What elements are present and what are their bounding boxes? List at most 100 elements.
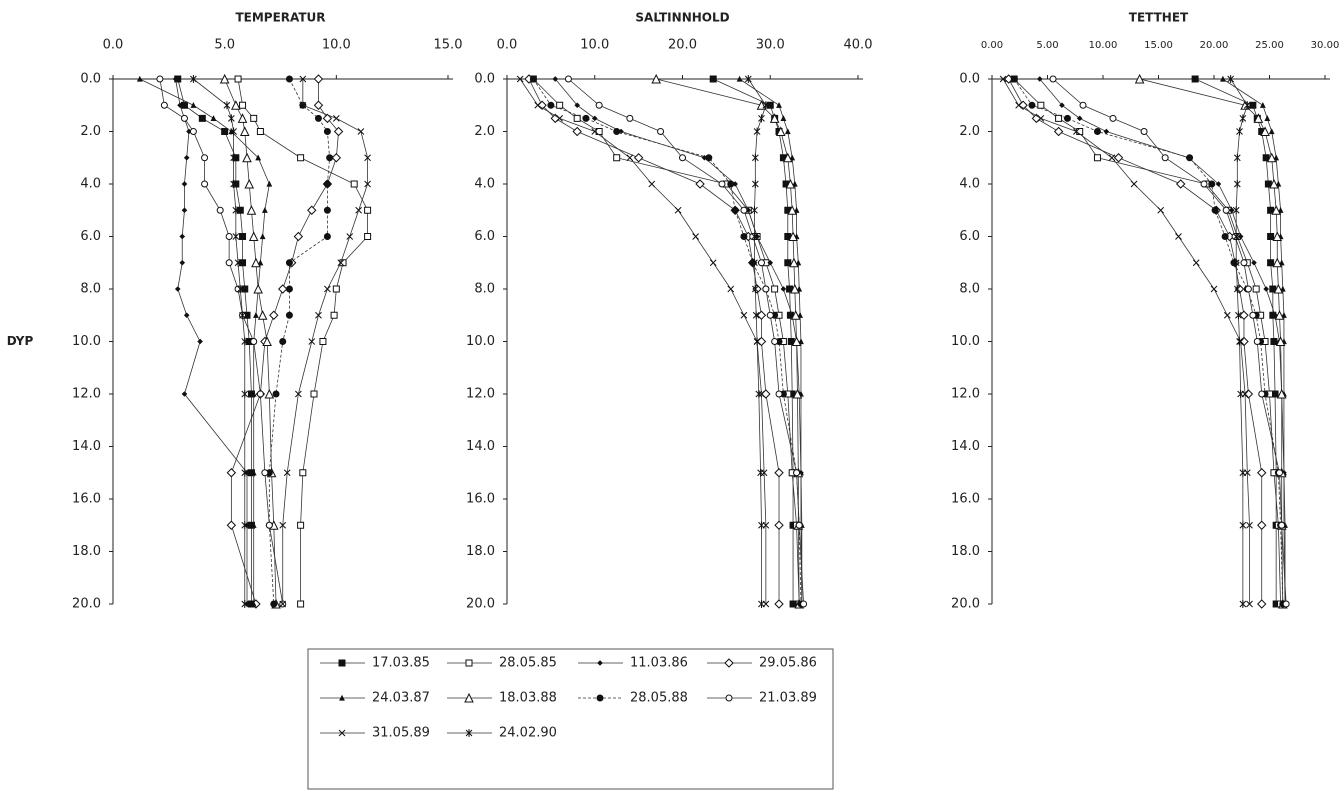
marker: [1237, 390, 1244, 398]
marker: [1211, 206, 1219, 214]
marker: [709, 75, 717, 83]
marker: [234, 285, 242, 293]
marker: [1175, 233, 1182, 240]
marker: [230, 180, 237, 188]
marker: [293, 231, 304, 242]
value-tick-label: 5.00: [1036, 40, 1058, 51]
marker: [234, 258, 242, 267]
marker: [270, 600, 278, 608]
marker: [156, 75, 164, 83]
marker: [1208, 180, 1216, 188]
marker: [1264, 115, 1271, 121]
series-line: [568, 78, 804, 605]
marker: [1191, 75, 1199, 83]
marker: [757, 259, 765, 267]
marker: [1257, 468, 1267, 478]
marker: [1278, 259, 1285, 266]
value-tick-label: 10.0: [322, 38, 351, 53]
marker: [761, 389, 771, 399]
legend-label: 17.03.85: [372, 656, 430, 671]
depth-tick-label: 10.0: [466, 334, 495, 349]
series-line: [1194, 78, 1277, 604]
marker: [591, 128, 599, 135]
marker: [775, 390, 783, 398]
depth-tick-label: 14.0: [72, 439, 101, 454]
marker: [789, 257, 799, 268]
marker: [1113, 153, 1124, 163]
marker: [1276, 388, 1287, 399]
marker: [1037, 115, 1045, 122]
marker: [1260, 126, 1270, 136]
marker: [285, 311, 293, 319]
series-line: [1039, 78, 1286, 605]
marker: [788, 231, 798, 241]
marker: [752, 311, 760, 320]
marker: [190, 75, 197, 83]
marker: [230, 127, 237, 136]
marker: [725, 694, 733, 702]
marker: [1253, 113, 1264, 123]
depth-tick-label: 18.0: [466, 544, 495, 559]
depth-tick-label: 16.0: [72, 492, 101, 507]
depth-tick-label: 4.0: [80, 177, 101, 192]
series-line: [175, 78, 248, 604]
marker: [633, 153, 644, 163]
marker: [1130, 180, 1138, 188]
marker: [709, 259, 717, 267]
marker: [180, 114, 188, 122]
marker: [364, 154, 371, 162]
marker: [1186, 154, 1194, 162]
marker: [582, 114, 590, 122]
marker: [339, 694, 345, 701]
marker: [751, 180, 759, 188]
marker: [239, 101, 247, 109]
marker: [597, 660, 603, 666]
marker: [278, 284, 288, 294]
marker: [740, 206, 748, 214]
depth-tick-label: 16.0: [466, 492, 495, 507]
marker: [261, 469, 269, 477]
marker: [1161, 154, 1169, 162]
marker: [766, 311, 774, 319]
marker: [999, 75, 1007, 83]
marker: [1076, 115, 1083, 122]
marker: [1157, 206, 1165, 214]
depth-tick-label: 20.0: [466, 597, 495, 612]
marker: [239, 126, 250, 136]
series-line: [532, 78, 802, 605]
marker: [221, 128, 229, 135]
marker: [724, 658, 734, 668]
marker: [350, 180, 358, 188]
marker: [1010, 75, 1018, 83]
marker: [241, 390, 249, 398]
marker: [1235, 311, 1242, 320]
marker: [299, 75, 307, 83]
marker: [1271, 205, 1281, 215]
marker: [253, 283, 263, 294]
marker: [727, 180, 735, 188]
depth-tick-label: 2.0: [80, 124, 101, 139]
marker: [1233, 285, 1241, 293]
marker: [183, 312, 190, 319]
marker: [279, 521, 287, 529]
marker: [1219, 75, 1226, 82]
marker: [357, 128, 365, 135]
depth-tick-label: 12.0: [951, 387, 980, 402]
marker: [695, 179, 705, 189]
series-line: [1013, 78, 1284, 605]
marker: [751, 206, 758, 215]
marker: [346, 233, 354, 240]
marker: [241, 468, 249, 477]
marker: [314, 114, 322, 122]
marker: [364, 233, 372, 240]
marker: [798, 338, 804, 345]
marker: [1251, 259, 1257, 266]
marker: [769, 113, 780, 123]
marker: [1239, 600, 1247, 608]
marker: [516, 75, 524, 83]
marker: [189, 128, 197, 135]
marker: [800, 600, 808, 608]
value-tick-label: 10.00: [1089, 40, 1118, 51]
marker: [1200, 180, 1208, 188]
chart-title: TETTHET: [1129, 11, 1189, 25]
